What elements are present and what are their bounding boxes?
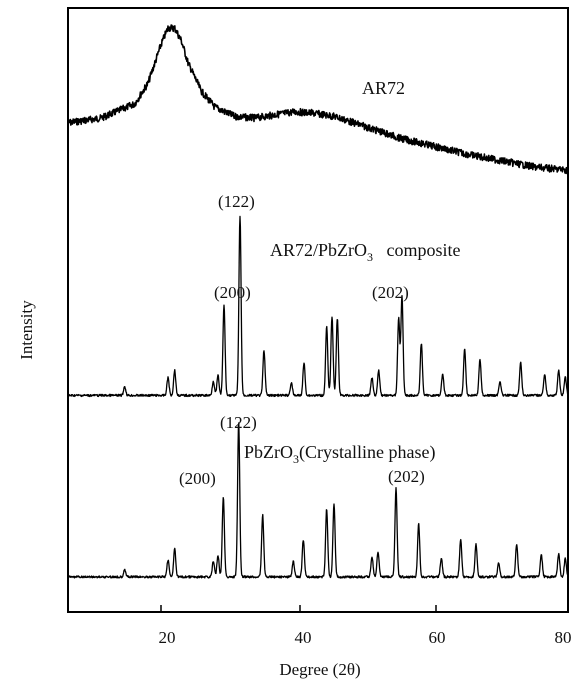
x-axis: 20 40 60 80 Degree (2θ) bbox=[159, 605, 572, 679]
series-label-pbzro3: PbZrO3(Crystalline phase) bbox=[244, 442, 435, 466]
series-line-pbzro3 bbox=[67, 422, 569, 579]
series-label-composite-sub: 3 bbox=[367, 250, 373, 264]
peak-label-200: (200) bbox=[179, 469, 216, 488]
series-label-pbzro3-tail: (Crystalline phase) bbox=[299, 442, 435, 463]
peak-label-202: (202) bbox=[388, 467, 425, 486]
peak-label-200: (200) bbox=[214, 283, 251, 302]
peak-label-122: (122) bbox=[218, 192, 255, 211]
series-label-composite-tail: composite bbox=[373, 240, 461, 260]
x-axis-label: Degree (2θ) bbox=[279, 660, 360, 679]
series-label-composite-main: AR72/PbZrO bbox=[270, 240, 367, 260]
series-line-composite bbox=[67, 215, 569, 398]
x-tick-label: 60 bbox=[429, 628, 446, 647]
y-axis-label: Intensity bbox=[17, 300, 36, 360]
series-line-ar72 bbox=[67, 24, 569, 175]
x-tick-label: 80 bbox=[555, 628, 572, 647]
peak-label-122: (122) bbox=[220, 413, 257, 432]
x-tick-label: 20 bbox=[159, 628, 176, 647]
series-label-pbzro3-sub: 3 bbox=[293, 452, 299, 466]
peak-label-202: (202) bbox=[372, 283, 409, 302]
series-label-pbzro3-main: PbZrO bbox=[244, 442, 293, 462]
plot-frame bbox=[67, 7, 569, 613]
series-label-ar72: AR72 bbox=[362, 78, 405, 98]
series-label-composite: AR72/PbZrO3 composite bbox=[270, 240, 461, 264]
x-tick-label: 40 bbox=[295, 628, 312, 647]
